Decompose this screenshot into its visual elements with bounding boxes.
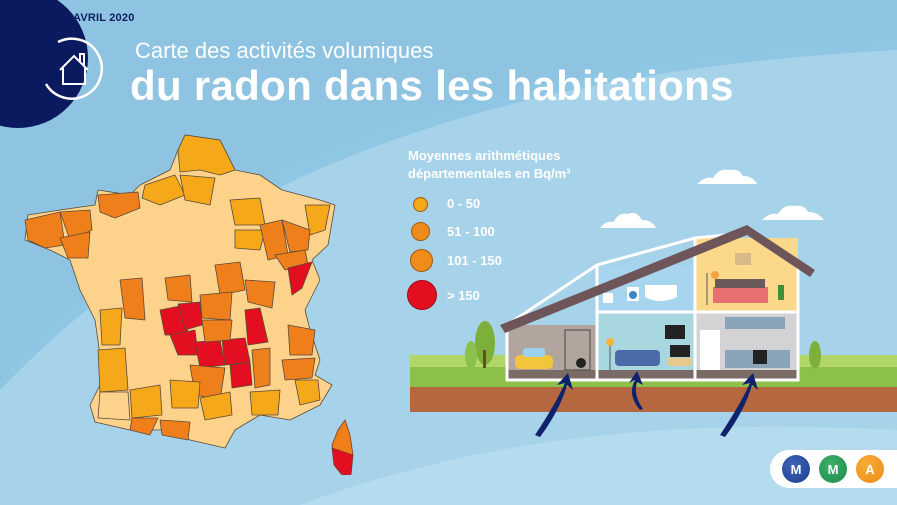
legend-title-line-2: départementales en Bq/m³ [408,166,571,181]
oven-icon [753,350,767,364]
plant-icon [778,285,784,300]
legend-title-line-1: Moyennes arithmétiques [408,148,561,163]
date-label: AVRIL 2020 [73,12,135,24]
toilet-icon [603,293,613,303]
tree-icon [475,321,495,365]
car-icon [515,355,553,369]
cloud-icon [697,169,757,184]
lamp-icon [606,338,614,346]
legend-label-101-150: 101 - 150 [447,253,502,268]
cloud-icon [600,212,656,228]
shelf-icon [564,329,591,371]
legend-label-51-100: 51 - 100 [447,224,495,239]
house-cross-section-illustration [410,225,897,437]
lamp-icon [711,271,719,279]
sofa-icon [615,350,660,366]
board-icon [665,325,685,339]
legend-dot-over-150 [407,280,437,310]
arrow-up-icon [535,373,573,437]
title-line-2: du radon dans les habitations [130,62,734,109]
picture-frames [735,253,751,265]
logo-ball-m1: M [782,455,810,483]
legend-dot-0-50 [413,197,428,212]
arrow-up-icon [720,373,758,437]
arrow-up-icon [629,371,643,410]
roof [500,225,815,333]
legend-title: Moyennes arithmétiques départementales e… [408,147,571,183]
fridge-icon [700,330,720,370]
bathtub-icon [645,285,677,301]
tree-icon [809,341,821,369]
france-radon-map [24,134,354,475]
legend-dot-51-100 [411,222,430,241]
tv-icon [670,345,690,357]
logo-ball-m2: M [819,455,847,483]
title-line-1: Carte des activités volumiques [135,38,434,63]
bed-icon [713,287,768,303]
legend-label-0-50: 0 - 50 [447,196,481,211]
cloud-icon [762,205,824,220]
legend-label-over-150: > 150 [447,288,480,303]
house-icon [44,37,103,100]
corsica [331,419,354,475]
logo-ball-a: A [856,455,884,483]
legend-dot-101-150 [410,249,433,272]
